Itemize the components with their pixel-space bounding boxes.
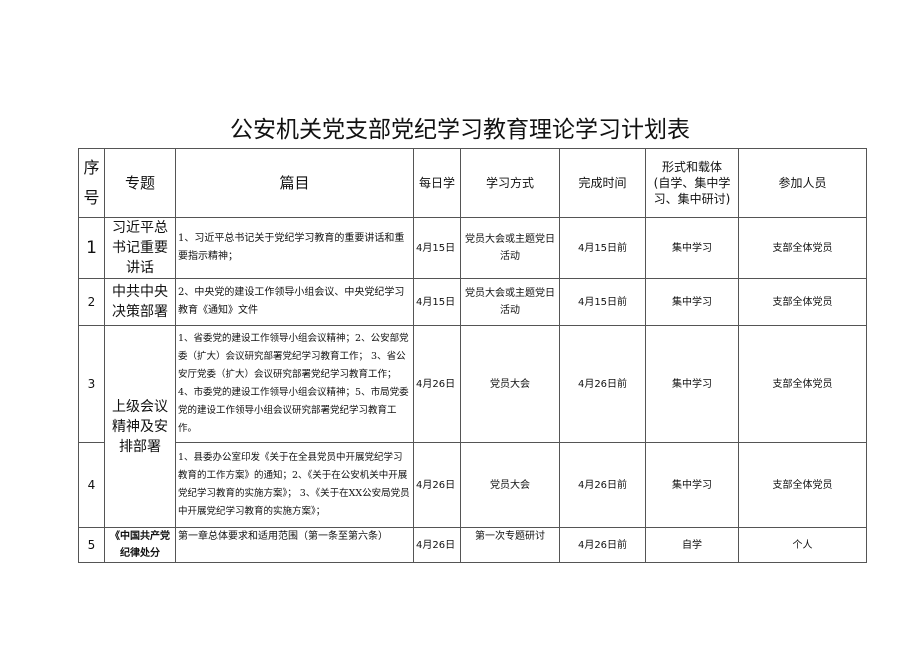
cell-daily: 4月26日 (413, 442, 461, 528)
header-deadline: 完成时间 (559, 148, 646, 218)
cell-deadline: 4月15日前 (559, 278, 646, 326)
cell-method: 党员大会或主题党日活动 (460, 278, 560, 326)
table-row: 2 中共中央决策部署 2、中央党的建设工作领导小组会议、中央党纪学习教育《通知》… (78, 278, 867, 326)
cell-daily: 4月15日 (413, 278, 461, 326)
header-seq: 序号 (78, 148, 105, 218)
header-form-sub: (自学、集中学习、集中研讨) (653, 176, 731, 206)
cell-daily: 4月26日 (413, 527, 461, 563)
cell-daily: 4月15日 (413, 217, 461, 279)
table-row: 3 上级会议精神及安排部署 1、省委党的建设工作领导小组会议精神；2、公安部党委… (78, 325, 867, 528)
cell-deadline: 4月26日前 (559, 527, 646, 563)
page-title: 公安机关党支部党纪学习教育理论学习计划表 (230, 117, 690, 143)
cell-form: 集中学习 (645, 278, 739, 326)
header-row: 序号 专题 篇目 每日学 学习方式 完成时间 形式和载体 (自学、集中学习、集中研… (78, 148, 867, 218)
cell-method: 党员大会或主题党日活动 (460, 217, 560, 279)
header-method: 学习方式 (460, 148, 560, 218)
cell-pieces: 1、习近平总书记关于党纪学习教育的重要讲话和重要指示精神； (175, 217, 414, 279)
cell-participants: 支部全体党员 (738, 217, 867, 279)
cell-topic: 《中国共产党纪律处分 (104, 527, 176, 563)
cell-form: 集中学习 (645, 442, 739, 528)
cell-seq: 1 (78, 217, 105, 279)
cell-pieces: 1、省委党的建设工作领导小组会议精神；2、公安部党委（扩大）会议研究部署党纪学习… (175, 325, 414, 443)
cell-form: 自学 (645, 527, 739, 563)
cell-participants: 支部全体党员 (738, 325, 867, 443)
cell-topic: 中共中央决策部署 (104, 278, 176, 326)
table-row: 1 习近平总书记重要讲话 1、习近平总书记关于党纪学习教育的重要讲话和重要指示精… (78, 217, 867, 279)
cell-seq: 5 (78, 527, 105, 563)
cell-deadline: 4月26日前 (559, 442, 646, 528)
cell-form: 集中学习 (645, 325, 739, 443)
table-row: 5 《中国共产党纪律处分 第一章总体要求和适用范围（第一条至第六条） 4月26日… (78, 527, 867, 563)
cell-seq: 4 (78, 442, 105, 528)
header-topic: 专题 (104, 148, 176, 218)
header-participants: 参加人员 (738, 148, 867, 218)
cell-participants: 支部全体党员 (738, 278, 867, 326)
cell-form: 集中学习 (645, 217, 739, 279)
study-plan-table: 序号 专题 篇目 每日学 学习方式 完成时间 形式和载体 (自学、集中学习、集中研… (78, 148, 867, 563)
cell-method: 党员大会 (460, 442, 560, 528)
cell-seq: 2 (78, 278, 105, 326)
cell-topic: 习近平总书记重要讲话 (104, 217, 176, 279)
cell-pieces: 1、县委办公室印发《关于在全县党员中开展党纪学习教育的工作方案》的通知；2、《关… (175, 442, 414, 528)
header-pieces: 篇目 (175, 148, 414, 218)
cell-seq: 3 (78, 325, 105, 443)
cell-deadline: 4月26日前 (559, 325, 646, 443)
header-form-title: 形式和载体 (661, 160, 722, 174)
table-row: 4 1、县委办公室印发《关于在全县党员中开展党纪学习教育的工作方案》的通知；2、… (78, 442, 867, 528)
header-form: 形式和载体 (自学、集中学习、集中研讨) (645, 148, 739, 218)
cell-pieces: 第一章总体要求和适用范围（第一条至第六条） (175, 527, 414, 563)
cell-participants: 个人 (738, 527, 867, 563)
cell-topic: 上级会议精神及安排部署 (104, 325, 176, 528)
cell-method: 第一次专题研讨 (460, 527, 560, 563)
header-daily: 每日学 (413, 148, 461, 218)
cell-participants: 支部全体党员 (738, 442, 867, 528)
cell-method: 党员大会 (460, 325, 560, 443)
cell-daily: 4月26日 (413, 325, 461, 443)
cell-pieces: 2、中央党的建设工作领导小组会议、中央党纪学习教育《通知》文件 (175, 278, 414, 326)
cell-deadline: 4月15日前 (559, 217, 646, 279)
